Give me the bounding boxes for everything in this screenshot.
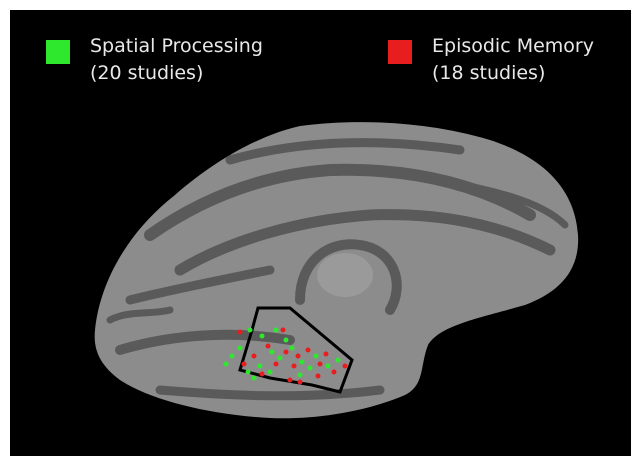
legend-swatch [388,40,412,64]
brain-surface [94,122,579,419]
foci-green [223,327,341,381]
roi-outline [238,306,354,394]
legend-detail: (20 studies) [90,62,203,84]
legend-swatch [46,40,70,64]
legend-label: Spatial Processing [90,35,263,57]
legend-label: Episodic Memory [432,35,594,57]
foci-red [237,327,348,385]
legend-detail: (18 studies) [432,62,545,84]
